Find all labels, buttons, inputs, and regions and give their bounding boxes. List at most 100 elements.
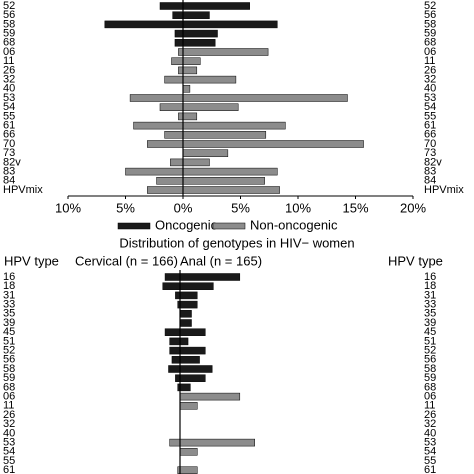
bar-cervical: [168, 365, 181, 373]
category-label-left: 26: [3, 409, 15, 421]
bar-cervical: [164, 328, 181, 336]
bar-anal: [179, 337, 189, 346]
category-label-left: 68: [3, 37, 15, 49]
category-label-left: 68: [3, 381, 15, 393]
bar-cervical: [178, 66, 184, 75]
category-label-right: 33: [424, 299, 436, 311]
category-label-left: 54: [3, 101, 15, 113]
bar-anal: [179, 319, 192, 327]
category-label-left: 73: [3, 147, 15, 159]
bar-cervical: [162, 282, 181, 290]
category-label-left: 33: [3, 299, 15, 311]
category-label-right: 06: [424, 46, 436, 58]
chart-title: Distribution of genotypes in HIV− women: [119, 235, 354, 250]
bar-anal: [182, 112, 198, 121]
bar-cervical: [174, 39, 184, 47]
category-label-right: 56: [424, 9, 436, 21]
category-label-left: 32: [3, 74, 15, 86]
category-label-left: 82v: [3, 156, 21, 168]
bar-cervical: [164, 75, 184, 84]
x-tick-label: 5%: [116, 200, 135, 215]
category-label-right: 55: [424, 110, 436, 122]
right-label: Anal (n = 165): [180, 253, 262, 268]
bar-anal: [182, 94, 348, 102]
bar-cervical: [169, 346, 181, 355]
category-label-right: 73: [424, 147, 436, 159]
category-label-left: 45: [3, 326, 15, 338]
bar-cervical: [178, 48, 184, 56]
bar-anal: [179, 392, 241, 401]
bar-cervical: [175, 291, 181, 300]
bar-anal: [182, 39, 216, 47]
category-label-right: 68: [424, 37, 436, 49]
category-label-left: 61: [3, 120, 15, 132]
category-label-left: 58: [3, 18, 15, 30]
category-label-left: 66: [3, 129, 15, 141]
category-label-right: 40: [424, 83, 436, 95]
category-label-right: 61: [424, 464, 436, 474]
category-label-left: 40: [3, 427, 15, 439]
bar-cervical: [133, 121, 184, 130]
bar-cervical: [171, 356, 181, 364]
x-tick-label: 0%: [174, 200, 193, 215]
category-label-left: 59: [3, 372, 15, 384]
bar-cervical: [170, 158, 184, 167]
bar-anal: [182, 121, 286, 130]
bar-anal: [179, 438, 255, 447]
bar-anal: [179, 448, 198, 456]
category-label-right: 53: [424, 92, 436, 104]
legend-swatch: [117, 222, 151, 230]
category-label-left: 31: [3, 289, 15, 301]
bar-cervical: [164, 131, 184, 139]
category-label-right: 26: [424, 409, 436, 421]
category-label-left: 35: [3, 308, 15, 320]
bar-cervical: [159, 103, 184, 111]
bar-cervical: [159, 2, 184, 10]
bar-cervical: [175, 374, 181, 382]
bar-anal: [179, 310, 192, 318]
bar-anal: [179, 402, 198, 410]
category-label-left: 59: [3, 28, 15, 40]
x-tick-label: 5%: [231, 200, 250, 215]
category-label-right: 06: [424, 391, 436, 403]
bar-cervical: [147, 140, 184, 148]
category-label-right: 68: [424, 381, 436, 393]
bar-anal: [182, 66, 198, 75]
row-header: HPV type: [388, 253, 443, 268]
bar-anal: [179, 300, 198, 309]
category-label-left: 26: [3, 64, 15, 76]
left-label: Cervical (n = 166): [75, 253, 178, 268]
bar-cervical: [125, 167, 184, 176]
category-label-left: 70: [3, 138, 15, 150]
bar-cervical: [174, 29, 184, 38]
bar-anal: [179, 282, 214, 290]
category-label-right: 58: [424, 363, 436, 375]
bar-anal: [182, 140, 364, 148]
category-label-right: 61: [424, 120, 436, 132]
bar-anal: [182, 131, 267, 139]
bar-cervical: [172, 11, 184, 19]
category-label-left: 83: [3, 166, 15, 178]
category-label-left: 55: [3, 455, 15, 467]
category-label-right: 59: [424, 28, 436, 40]
bar-anal: [179, 273, 241, 281]
bar-cervical: [156, 177, 184, 185]
bar-anal: [179, 383, 191, 392]
category-label-left: 61: [3, 464, 15, 474]
category-label-left: 53: [3, 92, 15, 104]
category-label-right: 40: [424, 427, 436, 439]
category-label-left: 56: [3, 354, 15, 366]
category-label-right: 32: [424, 418, 436, 430]
x-tick-label: 15%: [342, 200, 368, 215]
bar-cervical: [164, 273, 181, 281]
category-label-right: 51: [424, 335, 436, 347]
category-label-left: 16: [3, 271, 15, 283]
category-label-right: 52: [424, 0, 436, 12]
category-label-left: 51: [3, 335, 15, 347]
bar-anal: [182, 177, 265, 185]
bar-anal: [182, 20, 278, 29]
category-label-right: 26: [424, 64, 436, 76]
bar-anal: [182, 158, 210, 167]
bar-anal: [182, 186, 280, 194]
